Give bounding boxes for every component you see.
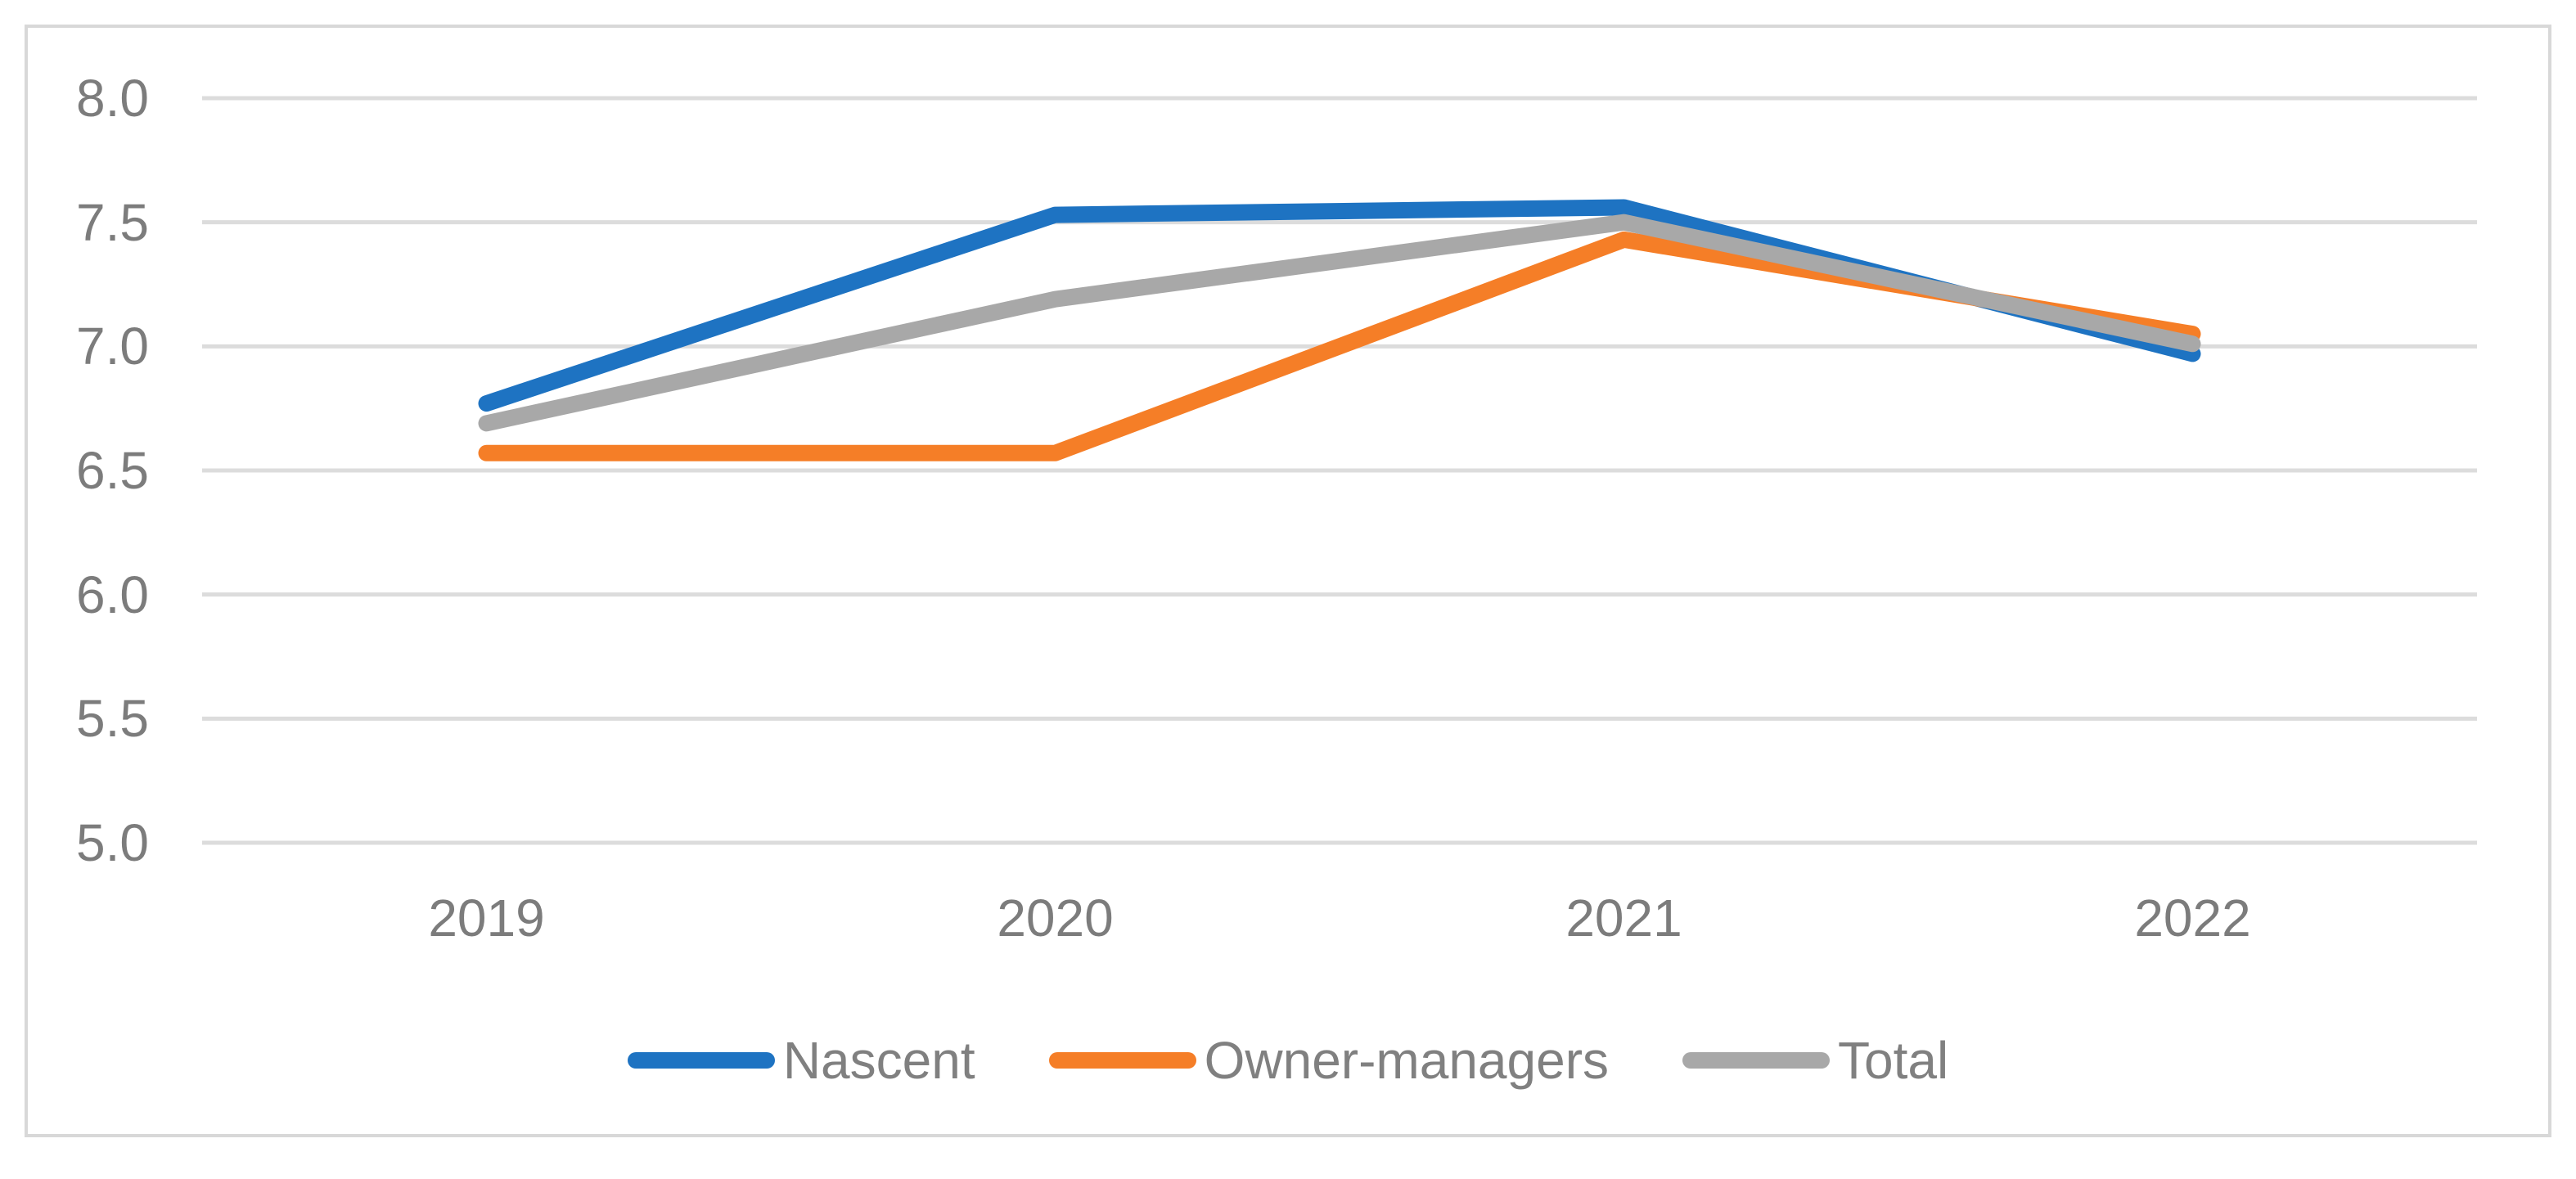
legend-label-nascent: Nascent xyxy=(782,1031,975,1090)
x-axis-label-2019: 2019 xyxy=(428,889,545,947)
y-axis-label-7.0: 7.0 xyxy=(76,317,149,376)
legend-swatch-total xyxy=(1682,1052,1830,1069)
legend-swatch-owner-managers xyxy=(1048,1052,1196,1069)
legend-label-total: Total xyxy=(1838,1031,1949,1090)
legend-item-nascent: Nascent xyxy=(627,1029,975,1091)
y-axis-label-6.5: 6.5 xyxy=(76,441,149,500)
x-axis-label-2021: 2021 xyxy=(1565,889,1682,947)
legend-item-owner-managers: Owner-managers xyxy=(1048,1029,1609,1091)
y-axis-label-8.0: 8.0 xyxy=(76,69,149,128)
chart-legend: Nascent Owner-managers Total xyxy=(0,1028,2576,1093)
legend-swatch-nascent xyxy=(627,1052,775,1069)
legend-item-total: Total xyxy=(1682,1029,1948,1091)
legend-label-owner-managers: Owner-managers xyxy=(1204,1031,1609,1090)
series-line-total xyxy=(478,214,2201,432)
x-axis-label-2022: 2022 xyxy=(2134,889,2251,947)
y-axis-label-7.5: 7.5 xyxy=(76,192,149,252)
y-axis-label-5.5: 5.5 xyxy=(76,689,149,749)
y-axis-label-6.0: 6.0 xyxy=(76,565,149,624)
x-axis-label-2020: 2020 xyxy=(997,889,1114,947)
y-axis-label-5.0: 5.0 xyxy=(76,813,149,872)
